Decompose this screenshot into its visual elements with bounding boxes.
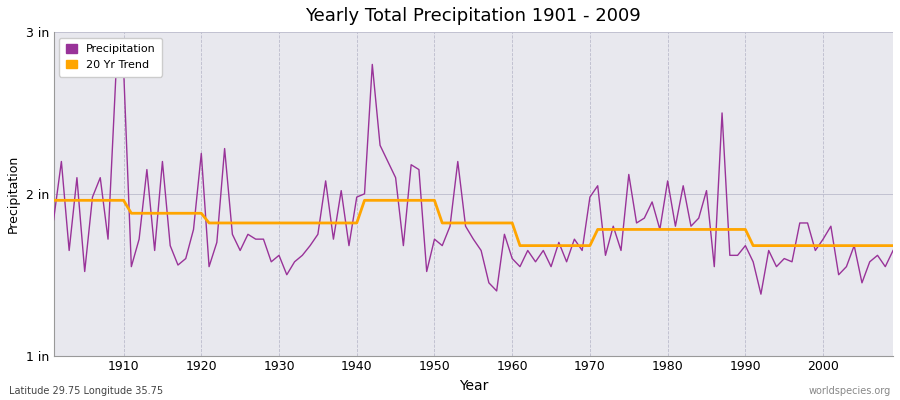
Precipitation bbox=[515, 264, 526, 269]
20 Yr Trend bbox=[515, 243, 526, 248]
Precipitation bbox=[507, 256, 517, 261]
Title: Yearly Total Precipitation 1901 - 2009: Yearly Total Precipitation 1901 - 2009 bbox=[305, 7, 641, 25]
Text: Latitude 29.75 Longitude 35.75: Latitude 29.75 Longitude 35.75 bbox=[9, 386, 163, 396]
Line: Precipitation: Precipitation bbox=[54, 64, 893, 294]
Line: 20 Yr Trend: 20 Yr Trend bbox=[54, 200, 893, 246]
Precipitation bbox=[887, 248, 898, 253]
20 Yr Trend bbox=[887, 243, 898, 248]
20 Yr Trend bbox=[499, 220, 509, 225]
Precipitation bbox=[755, 292, 766, 296]
Precipitation bbox=[49, 217, 59, 222]
X-axis label: Year: Year bbox=[459, 379, 488, 393]
Precipitation bbox=[111, 75, 122, 80]
Legend: Precipitation, 20 Yr Trend: Precipitation, 20 Yr Trend bbox=[59, 38, 162, 77]
20 Yr Trend bbox=[282, 220, 292, 225]
Precipitation bbox=[367, 62, 378, 67]
20 Yr Trend bbox=[328, 220, 338, 225]
Text: worldspecies.org: worldspecies.org bbox=[809, 386, 891, 396]
Precipitation bbox=[282, 272, 292, 277]
Precipitation bbox=[328, 237, 338, 242]
20 Yr Trend bbox=[111, 198, 122, 203]
20 Yr Trend bbox=[49, 198, 59, 203]
20 Yr Trend bbox=[608, 227, 618, 232]
Precipitation bbox=[608, 224, 618, 229]
20 Yr Trend bbox=[507, 220, 517, 225]
Y-axis label: Precipitation: Precipitation bbox=[7, 155, 20, 233]
